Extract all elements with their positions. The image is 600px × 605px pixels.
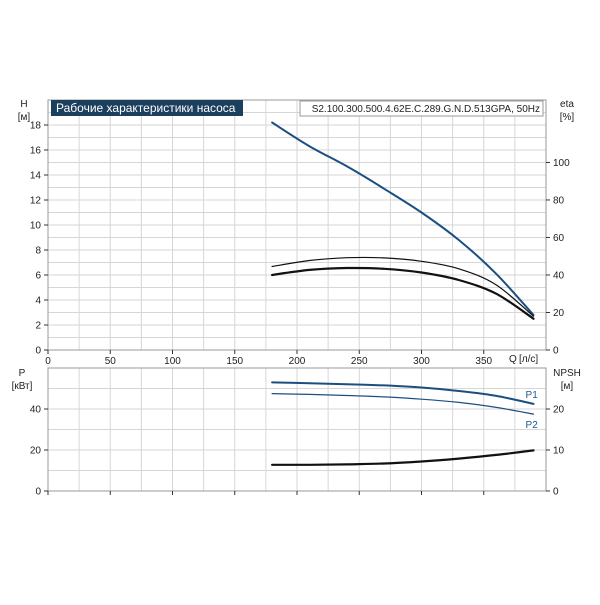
lower-right-tick-label: 10 bbox=[553, 446, 565, 457]
upper-left-tick-label: 14 bbox=[30, 171, 42, 182]
upper-curve-0 bbox=[271, 121, 535, 316]
upper-x-tick-label: 250 bbox=[351, 356, 368, 367]
model-label: S2.100.300.500.4.62E.C.289.G.N.D.513GPA,… bbox=[312, 104, 540, 115]
upper-x-tick-label: 200 bbox=[289, 356, 306, 367]
lower-y-right-unit: [м] bbox=[561, 381, 574, 392]
upper-x-tick-label: 350 bbox=[475, 356, 492, 367]
lower-grid bbox=[48, 368, 546, 491]
upper-left-tick-label: 2 bbox=[35, 321, 41, 332]
upper-x-tick-label: 300 bbox=[413, 356, 430, 367]
upper-right-tick-label: 100 bbox=[553, 158, 570, 169]
upper-left-tick-label: 12 bbox=[30, 196, 42, 207]
lower-curves: P1 P2 bbox=[271, 381, 539, 466]
chart-title: Рабочие характеристики насоса bbox=[56, 101, 236, 115]
upper-ticks: 0 2 4 6 8 10 12 14 16 18 0 20 40 60 80 100 0 50 100 150 200 2… bbox=[30, 121, 570, 368]
upper-right-tick-label: 0 bbox=[553, 346, 559, 357]
y-left-name: H bbox=[20, 99, 27, 110]
upper-left-tick-label: 6 bbox=[35, 271, 41, 282]
upper-curves bbox=[271, 121, 535, 320]
lower-y-right-name: NPSH bbox=[553, 368, 581, 379]
lower-ticks: 0 20 40 0 10 20 bbox=[30, 405, 565, 498]
upper-x-tick-label: 100 bbox=[164, 356, 181, 367]
upper-curve-2 bbox=[271, 266, 535, 320]
upper-right-tick-label: 20 bbox=[553, 308, 565, 319]
upper-right-tick-label: 60 bbox=[553, 233, 565, 244]
chart-title-box bbox=[51, 100, 243, 116]
y-right-name: eta bbox=[560, 99, 574, 110]
lower-curve-p2 bbox=[271, 393, 535, 415]
upper-x-tick-label: 50 bbox=[105, 356, 117, 367]
lower-left-tick-label: 40 bbox=[30, 405, 42, 416]
upper-x-tick-label: 150 bbox=[226, 356, 243, 367]
y-right-unit: [%] bbox=[560, 112, 575, 123]
lower-curve-2 bbox=[271, 449, 535, 466]
upper-right-tick-label: 80 bbox=[553, 195, 565, 206]
upper-left-tick-label: 0 bbox=[35, 346, 41, 357]
lower-left-tick-label: 20 bbox=[30, 446, 42, 457]
model-label-box bbox=[299, 100, 544, 117]
x-axis-name: Q bbox=[509, 354, 517, 365]
y-left-unit: [м] bbox=[18, 112, 31, 123]
upper-left-tick-label: 16 bbox=[30, 146, 42, 157]
upper-left-tick-label: 8 bbox=[35, 246, 41, 257]
lower-right-tick-label: 0 bbox=[553, 487, 559, 498]
x-axis-unit: [л/с] bbox=[519, 354, 538, 365]
lower-y-left-name: P bbox=[19, 368, 26, 379]
lower-curve-p1 bbox=[271, 381, 535, 405]
lower-curve-label-p2: P2 bbox=[526, 420, 539, 431]
upper-left-tick-label: 10 bbox=[30, 221, 42, 232]
upper-grid bbox=[48, 100, 546, 350]
upper-left-tick-label: 18 bbox=[30, 121, 42, 132]
lower-curve-label-p1: P1 bbox=[526, 390, 539, 401]
lower-left-tick-label: 0 bbox=[35, 487, 41, 498]
upper-right-tick-label: 40 bbox=[553, 270, 565, 281]
upper-curve-1 bbox=[271, 256, 535, 317]
lower-y-left-unit: [кВт] bbox=[12, 381, 33, 392]
upper-left-tick-label: 4 bbox=[35, 296, 41, 307]
lower-right-tick-label: 20 bbox=[553, 405, 565, 416]
upper-x-tick-label: 0 bbox=[45, 356, 51, 367]
